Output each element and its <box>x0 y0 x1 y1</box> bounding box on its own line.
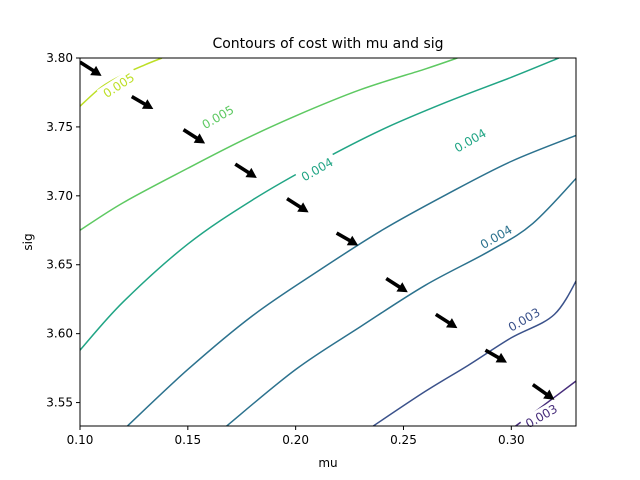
gradient-arrows <box>80 60 555 400</box>
contour-line <box>80 58 458 231</box>
gradient-arrow <box>531 383 555 400</box>
gradient-arrow <box>80 60 102 76</box>
x-tick-label: 0.15 <box>174 433 201 447</box>
contour-label-bg <box>448 123 492 157</box>
contour-label-bg <box>519 398 563 433</box>
contour-label: 0.004 <box>299 155 336 184</box>
gradient-arrow <box>234 162 257 178</box>
y-tick-label: 3.55 <box>46 396 73 410</box>
contour-line <box>226 177 576 426</box>
contour-label-bg <box>195 99 240 133</box>
x-tick-label: 0.30 <box>498 433 525 447</box>
x-axis-ticks: 0.10 0.15 0.20 0.25 0.30 <box>67 426 525 447</box>
gradient-arrow <box>385 277 408 293</box>
contour-label-bg <box>295 152 339 186</box>
contour-label-bg <box>96 67 140 103</box>
gradient-arrow <box>182 128 206 144</box>
y-tick-label: 3.65 <box>46 258 73 272</box>
plot-frame <box>79 57 577 427</box>
gradient-arrow <box>286 197 309 213</box>
y-axis-ticks: 3.55 3.60 3.65 3.70 3.75 3.80 <box>46 51 80 410</box>
y-tick-label: 3.60 <box>46 327 73 341</box>
chart-title: Contours of cost with mu and sig <box>212 36 443 52</box>
contour-label: 0.004 <box>452 126 489 155</box>
x-tick-label: 0.25 <box>390 433 417 447</box>
gradient-arrow <box>484 348 507 363</box>
x-tick-label: 0.20 <box>282 433 309 447</box>
x-axis-label: mu <box>318 456 337 470</box>
contour-label: 0.003 <box>506 305 543 334</box>
gradient-arrow <box>434 312 458 329</box>
gradient-arrow <box>130 95 154 109</box>
y-axis-label: sig <box>21 233 35 250</box>
contour-label: 0.005 <box>101 70 137 100</box>
y-tick-label: 3.75 <box>46 120 73 134</box>
contour-label-bg <box>502 302 546 336</box>
contour-line <box>80 58 560 351</box>
contour-line <box>126 134 576 426</box>
x-tick-label: 0.10 <box>67 433 94 447</box>
y-tick-label: 3.70 <box>46 189 73 203</box>
contour-lines <box>80 58 576 426</box>
y-tick-label: 3.80 <box>46 51 73 65</box>
contour-label-bg <box>474 219 518 253</box>
gradient-arrow <box>335 231 359 246</box>
contour-label: 0.005 <box>200 103 237 132</box>
